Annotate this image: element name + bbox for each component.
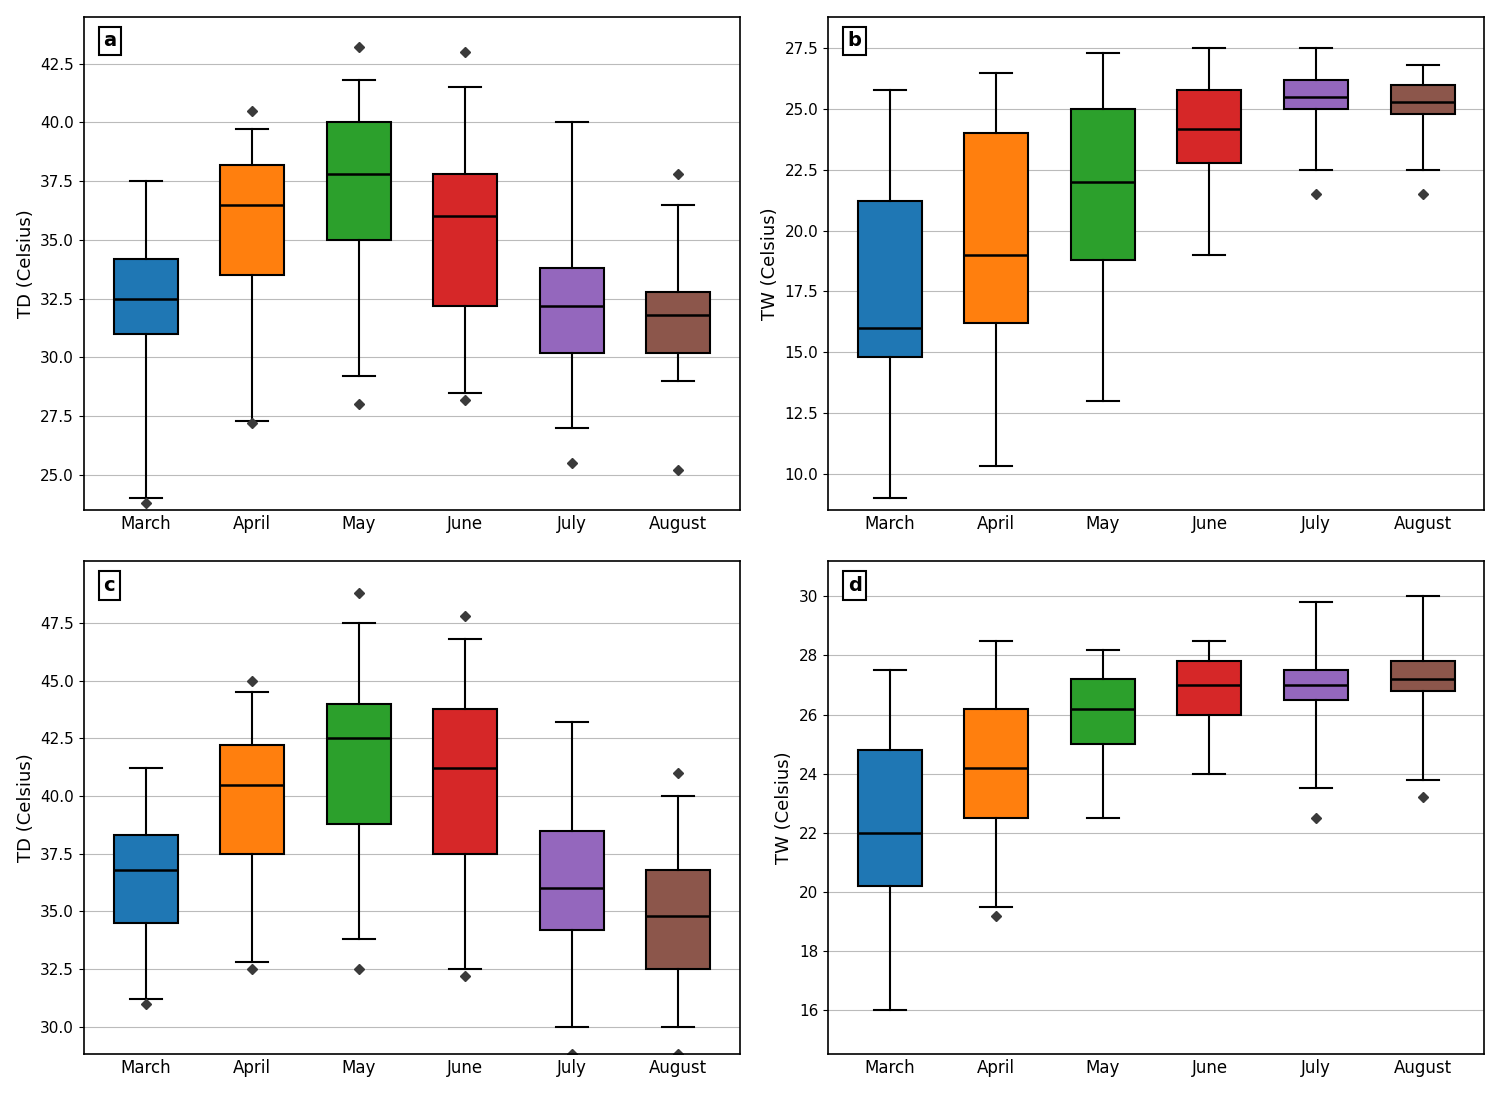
PathPatch shape (327, 703, 390, 824)
PathPatch shape (1390, 662, 1454, 691)
PathPatch shape (540, 268, 603, 352)
PathPatch shape (1390, 84, 1454, 114)
PathPatch shape (859, 750, 922, 886)
PathPatch shape (434, 174, 497, 305)
Text: b: b (848, 32, 862, 50)
PathPatch shape (114, 259, 177, 334)
PathPatch shape (221, 165, 284, 276)
PathPatch shape (1177, 662, 1241, 714)
PathPatch shape (859, 201, 922, 357)
PathPatch shape (647, 870, 710, 969)
Text: a: a (104, 32, 117, 50)
PathPatch shape (1283, 671, 1348, 700)
PathPatch shape (114, 836, 177, 923)
PathPatch shape (647, 292, 710, 352)
Y-axis label: TD (Celsius): TD (Celsius) (17, 754, 35, 862)
Text: d: d (848, 575, 862, 595)
Y-axis label: TD (Celsius): TD (Celsius) (17, 209, 35, 318)
PathPatch shape (1177, 90, 1241, 163)
Y-axis label: TW (Celsius): TW (Celsius) (776, 752, 794, 864)
Y-axis label: TW (Celsius): TW (Celsius) (761, 207, 779, 319)
PathPatch shape (964, 133, 1028, 323)
PathPatch shape (1070, 109, 1135, 259)
PathPatch shape (964, 709, 1028, 818)
PathPatch shape (327, 123, 390, 240)
PathPatch shape (1283, 80, 1348, 109)
PathPatch shape (1070, 679, 1135, 744)
PathPatch shape (540, 830, 603, 930)
Text: c: c (104, 575, 116, 595)
PathPatch shape (221, 745, 284, 853)
PathPatch shape (434, 709, 497, 853)
